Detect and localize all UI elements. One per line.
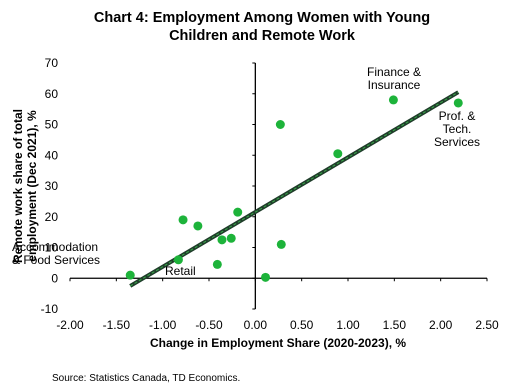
point (453, 98, 463, 108)
x-tick-label: -0.50 (195, 318, 223, 332)
x-tick-label: -2.00 (56, 318, 84, 332)
point (217, 235, 227, 245)
point (276, 239, 286, 249)
x-tick-label: 1.50 (383, 318, 407, 332)
y-tick-label: 0 (51, 271, 58, 285)
annotation-line: Tech. (443, 122, 472, 136)
point (212, 259, 222, 269)
point (333, 149, 343, 159)
point (261, 272, 271, 282)
point (388, 95, 398, 105)
annotation-line: Prof. & (439, 109, 476, 123)
y-tick-label: 40 (45, 148, 59, 162)
trendline-dash (129, 91, 459, 287)
annotation: Prof. &Tech.Services (434, 109, 480, 149)
point (125, 270, 135, 280)
y-tick-label: 50 (45, 118, 59, 132)
y-tick-label: 70 (45, 56, 59, 70)
y-axis-label-line: employment (Dec 2021), % (25, 110, 39, 262)
point (226, 233, 236, 243)
annotation-line: Retail (165, 264, 196, 278)
x-tick-label: 2.00 (429, 318, 453, 332)
y-tick-label: 20 (45, 210, 59, 224)
annotation-line: Finance & (367, 65, 421, 79)
x-axis-label: Change in Employment Share (2020-2023), … (150, 336, 406, 350)
point (178, 215, 188, 225)
point (193, 221, 203, 231)
annotation: Retail (165, 264, 196, 278)
y-axis-label: Remote work share of total employment (De… (11, 109, 39, 263)
chart-title: Chart 4: Employment Among Women with You… (94, 10, 430, 26)
source: Source: Statistics Canada, TD Economics. (52, 373, 240, 384)
y-axis-label-line: Remote work share of total (11, 109, 25, 263)
point (233, 207, 243, 217)
annotation-line: & Food Services (12, 253, 100, 267)
x-tick-label: -1.50 (103, 318, 131, 332)
x-tick-label: 2.50 (475, 318, 499, 332)
y-tick-label: 30 (45, 179, 59, 193)
y-tick-label: -10 (41, 302, 59, 316)
annotation: Accommodation& Food Services (12, 240, 100, 267)
annotation-line: Services (434, 135, 480, 149)
chart-title: Children and Remote Work (169, 28, 356, 44)
point (173, 255, 183, 265)
annotation-line: Accommodation (12, 240, 98, 254)
x-tick-label: 1.00 (336, 318, 360, 332)
x-tick-label: 0.00 (244, 318, 268, 332)
annotation-line: Insurance (368, 78, 421, 92)
annotation: Finance &Insurance (367, 65, 421, 92)
x-tick-label: -1.00 (149, 318, 177, 332)
x-tick-label: 0.50 (290, 318, 314, 332)
point (275, 120, 285, 129)
y-tick-label: 10 (45, 241, 59, 255)
y-tick-label: 60 (45, 87, 59, 101)
